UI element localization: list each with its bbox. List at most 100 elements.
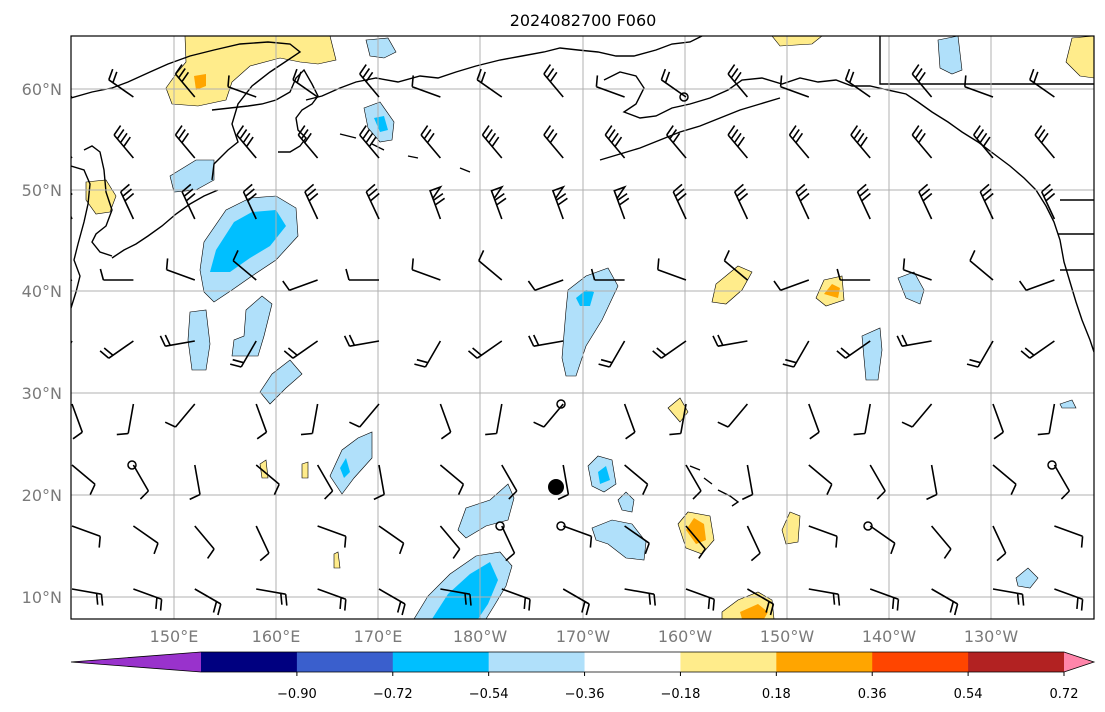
coastline-alaska-west <box>305 36 703 101</box>
colorbar-segment <box>296 652 394 672</box>
wind-barb <box>108 68 134 98</box>
wind-barb <box>685 525 706 559</box>
wind-barb <box>476 68 503 98</box>
wind-barb <box>317 525 347 548</box>
figure-title: 2024082700 F060 <box>510 11 657 30</box>
wind-barb <box>527 279 564 292</box>
shade-positive-region <box>333 551 341 569</box>
colorbar-tick-label: −0.54 <box>469 687 509 702</box>
wind-barb <box>528 334 564 347</box>
wind-barb <box>99 340 134 359</box>
shade-negative-region <box>457 483 515 539</box>
wind-barb <box>685 464 702 500</box>
wind-barb <box>165 258 196 281</box>
shade-negative-region <box>1015 567 1039 589</box>
colorbar-tick-labels: −0.90 −0.72 −0.54 −0.36 −0.18 0.18 0.36 0.54 0.7… <box>277 687 1079 702</box>
wind-barb <box>439 403 452 440</box>
wind-barb <box>317 588 347 611</box>
wind-barb <box>911 64 933 98</box>
wind-barb <box>911 125 933 159</box>
wind-barb <box>741 464 754 501</box>
wind-barb <box>1053 464 1071 500</box>
lat-label: 60°N <box>22 80 62 99</box>
wind-barb <box>723 250 748 281</box>
wind-barb <box>429 185 446 220</box>
wind-barb <box>378 588 406 616</box>
wind-barb <box>99 268 134 281</box>
wind-barb <box>992 403 1005 440</box>
lon-label: 170°E <box>354 627 403 646</box>
wind-barb <box>1034 125 1056 159</box>
wind-barb <box>181 183 196 220</box>
wind-barb <box>604 125 626 159</box>
shade-negative-core <box>432 562 498 619</box>
wind-barb <box>779 75 810 98</box>
lon-label: 160°E <box>252 627 301 646</box>
wind-barb <box>133 588 163 611</box>
shade-negative-region <box>937 36 963 75</box>
wind-barb <box>902 258 932 281</box>
shade-negative-region <box>1059 399 1077 409</box>
colorbar-tick-label: 0.18 <box>762 687 791 702</box>
calm-circle <box>1047 460 1057 470</box>
wind-barb <box>440 588 472 606</box>
location-marker <box>548 479 564 495</box>
map-frame <box>70 35 1095 620</box>
wind-barb <box>501 464 518 500</box>
wind-barb <box>132 525 159 555</box>
wind-barb <box>343 334 380 347</box>
wind-barb <box>973 125 994 159</box>
shade-positive-region <box>771 36 823 47</box>
wind-barb <box>316 464 334 500</box>
wind-barbs <box>71 64 1084 616</box>
wind-barb <box>174 125 196 159</box>
colorbar-tick-label: 0.54 <box>954 687 983 702</box>
colorbar-outline <box>70 651 1096 673</box>
lon-label: 150°E <box>150 627 199 646</box>
wind-barb <box>439 525 461 559</box>
wind-barb <box>359 64 380 98</box>
wind-barb <box>666 125 687 159</box>
shading-regions <box>85 36 1094 619</box>
wind-barb <box>727 64 749 98</box>
wind-barb <box>992 588 1025 606</box>
wind-barb <box>808 403 820 440</box>
shade-negative-region <box>329 431 373 495</box>
lat-label: 50°N <box>22 181 62 200</box>
latitude-labels: 60°N 50°N 40°N 30°N 20°N 10°N <box>22 80 62 607</box>
wind-barb <box>194 588 222 616</box>
wind-barb <box>159 334 195 347</box>
colorbar-tick-label: −0.36 <box>565 687 605 702</box>
wind-barb <box>836 340 871 359</box>
wind-barb <box>733 183 749 220</box>
wind-barb <box>712 334 748 347</box>
wind-barb <box>119 183 135 220</box>
shade-positive-region <box>667 397 689 423</box>
wind-barb <box>773 279 810 292</box>
wind-barb <box>255 403 268 440</box>
wind-barb <box>931 588 959 616</box>
wind-barb <box>543 125 564 159</box>
wind-barb <box>869 588 900 611</box>
lon-label: 160°W <box>658 627 713 646</box>
wind-barb <box>844 68 871 98</box>
wind-barb <box>283 340 319 359</box>
wind-barb <box>901 403 933 428</box>
wind-barb <box>623 403 636 440</box>
wind-barb <box>717 403 749 428</box>
colorbar-segment <box>776 652 873 672</box>
longitude-labels: 150°E 160°E 170°E 180°W 170°W 160°W 150°… <box>150 627 1019 646</box>
lon-label: 140°W <box>862 627 917 646</box>
colorbar-segment <box>488 652 586 672</box>
wind-barb <box>926 464 938 501</box>
wind-barb <box>1037 403 1056 436</box>
wind-barb <box>378 525 405 555</box>
shade-negative-region <box>231 295 273 357</box>
wind-barb <box>869 464 886 500</box>
wind-barb <box>194 525 215 559</box>
shade-positive-core <box>686 518 706 544</box>
shade-negative-core <box>340 458 350 478</box>
calm-circle <box>556 399 566 409</box>
wind-barb <box>964 75 994 98</box>
colorbar <box>70 651 1096 676</box>
